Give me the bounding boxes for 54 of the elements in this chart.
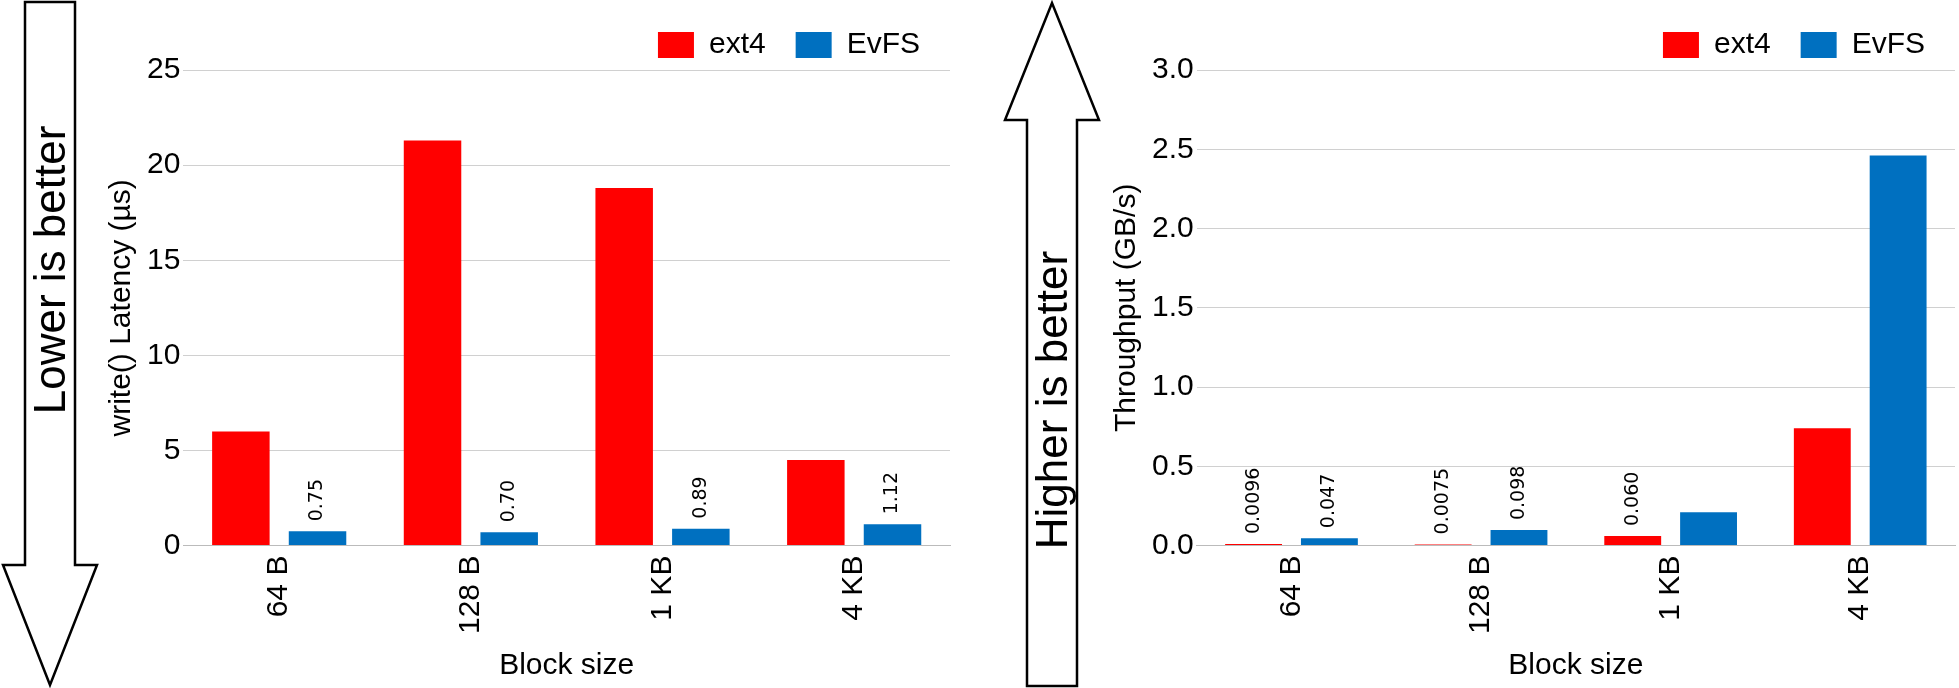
x-tick-label: 64 B [260,555,294,618]
x-axis-title: Block size [499,647,635,681]
data-label: 0.75 [304,479,327,522]
legend-label: ext4 [708,26,766,60]
legend-label: EvFS [846,26,921,60]
y-tick-label: 3.0 [1151,51,1194,85]
bar [1793,428,1851,546]
y-tick-label: 1.5 [1151,289,1194,323]
x-tick-label: 1 KB [1651,555,1685,621]
y-tick-label: 1.0 [1151,368,1194,402]
bar [288,531,347,546]
bar [480,532,538,546]
x-axis-title: Block size [1508,647,1644,681]
bar [1680,512,1737,546]
bar [1869,155,1927,546]
y-axis-title: Throughput (GB/s) [1108,183,1142,433]
bar [672,528,730,546]
x-tick-label: 1 KB [643,555,677,621]
bar [1604,536,1662,546]
bar [212,431,270,546]
data-label: 0.89 [687,476,710,519]
legend-label: ext4 [1713,26,1771,60]
data-label: 0.047 [1316,473,1339,529]
x-tick-label: 64 B [1272,555,1306,618]
x-tick-label: 128 B [452,555,486,635]
y-tick-label: 15 [146,241,181,275]
text: Higher is better [1027,250,1077,550]
data-label: 0.0096 [1240,467,1263,535]
x-tick-label: 128 B [1462,555,1496,635]
data-label: 0.0075 [1430,467,1453,535]
y-tick-label: 10 [146,336,181,370]
x-tick-label: 4 KB [1841,555,1875,621]
legend-label: EvFS [1851,26,1926,60]
y-tick-label: 5 [163,431,181,465]
y-tick-label: 0.0 [1151,526,1194,560]
bar [1300,538,1358,546]
data-label: 0.098 [1505,465,1528,521]
bar [595,187,653,546]
data-label: 0.060 [1619,471,1642,527]
bar [863,524,922,546]
y-tick-label: 20 [146,146,181,180]
bar [1490,530,1548,546]
x-tick-label: 4 KB [835,555,869,621]
y-tick-label: 0 [163,526,181,560]
y-tick-label: 25 [146,51,181,85]
bar [403,140,462,546]
data-label: 0.70 [496,479,519,523]
y-tick-label: 2.0 [1151,209,1194,243]
y-tick-label: 0.5 [1151,447,1194,481]
bar [787,459,845,546]
y-tick-label: 2.5 [1151,130,1194,164]
data-label: 1.12 [879,471,902,515]
text: Lower is better [25,125,75,415]
y-axis-title: write() Latency (µs) [103,179,137,438]
